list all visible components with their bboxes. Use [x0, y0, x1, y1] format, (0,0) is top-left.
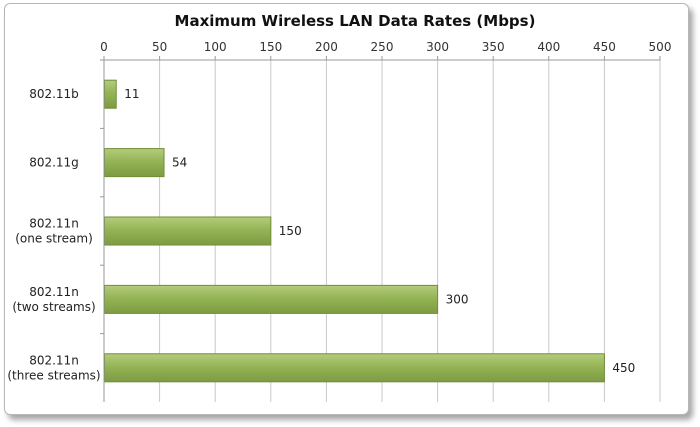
bars — [104, 79, 605, 383]
x-tick-label: 450 — [593, 40, 616, 54]
data-label: 300 — [446, 292, 469, 306]
x-tick-label: 50 — [152, 40, 167, 54]
bar — [104, 216, 272, 246]
x-tick-label: 200 — [315, 40, 338, 54]
category-label: 802.11n (two streams) — [12, 285, 95, 314]
bar — [104, 284, 439, 314]
chart-title: Maximum Wireless LAN Data Rates (Mbps) — [175, 12, 536, 30]
x-tick-label: 500 — [649, 40, 672, 54]
data-label: 150 — [279, 224, 302, 238]
bar — [104, 353, 605, 383]
data-label: 11 — [124, 87, 139, 101]
gridlines — [159, 60, 661, 402]
category-labels: 802.11b 802.11g 802.11n (one stream) 802.11n… — [7, 59, 104, 382]
data-labels: 11 54 150 300 450 — [124, 87, 635, 375]
data-label: 450 — [612, 361, 635, 375]
category-label: 802.11g — [29, 156, 79, 170]
x-tick-label: 150 — [259, 40, 282, 54]
category-label: 802.11n (three streams) — [7, 353, 100, 382]
x-tick-label: 0 — [100, 40, 108, 54]
chart-frame — [4, 3, 689, 415]
bar — [104, 79, 117, 109]
x-tick-label: 400 — [537, 40, 560, 54]
bar — [104, 148, 165, 178]
x-axis-ticks: 0 50 100 150 200 250 300 350 400 450 500 — [100, 40, 672, 61]
category-label: 802.11b — [29, 87, 79, 101]
x-tick-label: 250 — [371, 40, 394, 54]
data-label: 54 — [172, 156, 187, 170]
x-tick-label: 350 — [482, 40, 505, 54]
x-tick-label: 100 — [204, 40, 227, 54]
category-label: 802.11n (one stream) — [15, 217, 93, 246]
x-tick-label: 300 — [426, 40, 449, 54]
